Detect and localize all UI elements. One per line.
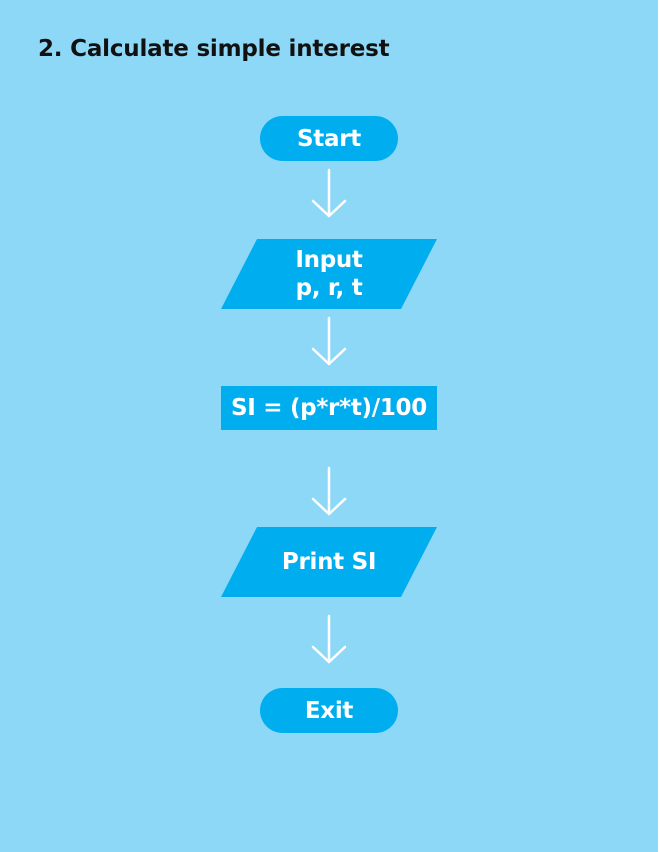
arrow-print-to-exit xyxy=(309,614,349,666)
down-arrow-icon xyxy=(311,466,347,516)
down-arrow-icon xyxy=(311,316,347,366)
page-title: 2. Calculate simple interest xyxy=(38,36,390,62)
arrow-compute-to-print xyxy=(309,466,349,518)
exit-label: Exit xyxy=(304,697,354,724)
start-label: Start xyxy=(297,125,361,152)
print-parallelogram: Print SI xyxy=(221,527,437,597)
start-terminal: Start xyxy=(260,116,398,161)
down-arrow-icon xyxy=(311,168,347,218)
exit-terminal: Exit xyxy=(260,688,398,733)
compute-process-box: SI = (p*r*t)/100 xyxy=(221,386,437,430)
down-arrow-icon xyxy=(311,614,347,664)
print-label: Print SI xyxy=(281,549,377,575)
input-parallelogram: Input p, r, t xyxy=(221,239,437,309)
arrow-input-to-compute xyxy=(309,316,349,368)
compute-label: SI = (p*r*t)/100 xyxy=(231,395,427,421)
arrow-start-to-input xyxy=(309,168,349,220)
input-label: Input p, r, t xyxy=(295,247,363,301)
